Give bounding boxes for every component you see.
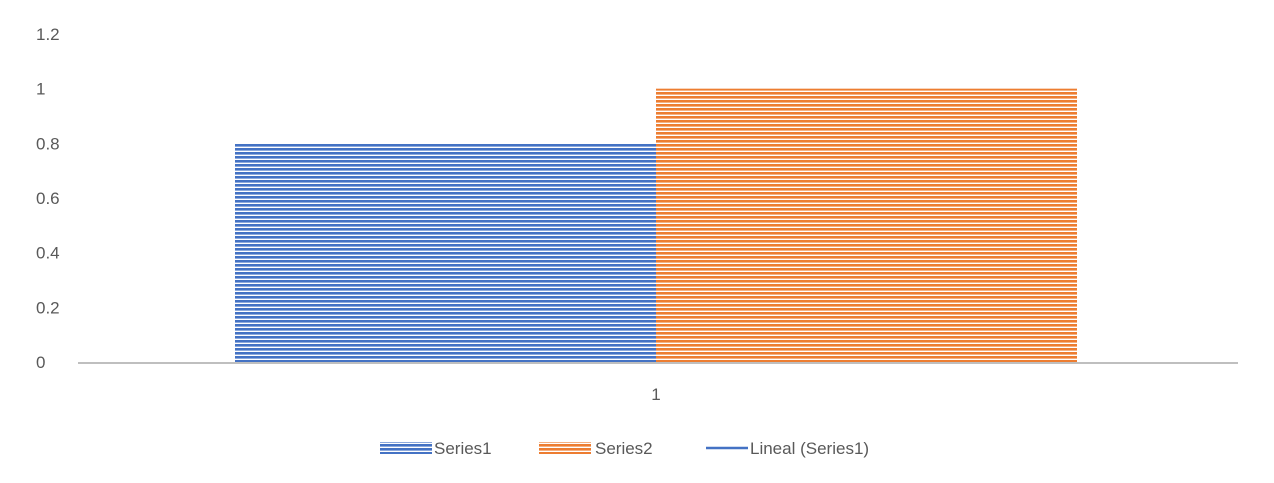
legend-item: Lineal (Series1)	[706, 439, 869, 458]
y-axis-tick-labels: 0 0.2 0.4 0.6 0.8 1 1.2	[36, 25, 60, 372]
x-tick-label: 1	[651, 385, 660, 404]
y-tick-label: 0	[36, 353, 45, 372]
y-tick-label: 0.4	[36, 244, 60, 263]
y-tick-label: 0.6	[36, 189, 60, 208]
chart-legend: Series1 Series2 Lineal (Series1)	[380, 439, 869, 458]
legend-swatch	[380, 442, 432, 454]
legend-item: Series1	[380, 439, 492, 458]
legend-label: Series2	[595, 439, 653, 458]
legend-swatch	[539, 442, 591, 454]
bar-series-group	[235, 88, 1077, 363]
y-tick-label: 1	[36, 80, 45, 99]
x-axis-tick-labels: 1	[651, 385, 660, 404]
y-tick-label: 1.2	[36, 25, 60, 44]
y-tick-label: 0.2	[36, 298, 60, 317]
legend-label: Series1	[434, 439, 492, 458]
legend-label: Lineal (Series1)	[750, 439, 869, 458]
bar-series2	[656, 88, 1077, 363]
legend-item: Series2	[539, 439, 653, 458]
bar-series1	[235, 143, 656, 362]
y-tick-label: 0.8	[36, 134, 60, 153]
